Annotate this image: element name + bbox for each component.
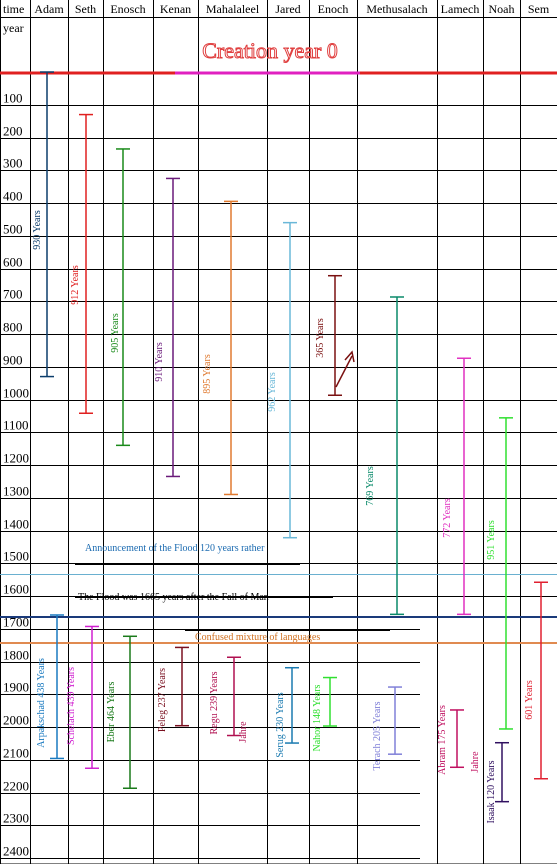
column-header-adam: Adam: [34, 2, 64, 16]
year-axis: 100 200 300 400 500 600 700 800 900 1000 1100 1200 1…: [3, 91, 29, 859]
lifespan-label-schelach: Schelach 439 Years: [66, 667, 77, 745]
enoch-arrow-head: [344, 350, 355, 363]
year-label: 600: [3, 255, 23, 270]
year-label: 2000: [3, 713, 29, 728]
column-header: time year Adam Seth Enosch Kenan Mahalaleel Jar…: [3, 2, 550, 35]
lifespan-label-noah: 951 Years: [486, 520, 497, 560]
lifespan-label-jared: 962 Years: [267, 372, 278, 412]
flood-announcement-label: Announcement of the Flood 120 years rath…: [85, 543, 265, 554]
year-label: 1400: [3, 517, 29, 532]
year-label: 1700: [3, 615, 29, 630]
time-header: time: [3, 2, 24, 16]
lifespan-label-mahalaleel: 895 Years: [202, 354, 213, 394]
languages-label: Confused mixture of languages: [195, 632, 320, 643]
lifespan-label-regu: Regu 239 Years: [209, 671, 220, 734]
year-label: 300: [3, 156, 23, 171]
lifespan-label-eber: Eber 464 Years: [106, 681, 117, 742]
event-lines: Creation year 0 Announcement of the Flood…: [0, 38, 557, 644]
year-label: 400: [3, 189, 23, 204]
year-label: 700: [3, 287, 23, 302]
column-header-enoch: Enoch: [318, 2, 349, 16]
year-label: 800: [3, 320, 23, 335]
lifespan-label-isaak: Isaak 120 Years: [486, 760, 497, 823]
lifespan-label-serug: Serug 230 Years: [275, 692, 286, 757]
flood-label: The Flood was 1665 years after the Fall …: [78, 592, 269, 603]
year-label: 2300: [3, 811, 29, 826]
lifespan-label-abram: Abram 175 Years: [437, 705, 448, 775]
lifespan-label-nahor: Nahor 148 Years: [312, 684, 323, 751]
year-label: 1200: [3, 451, 29, 466]
column-header-mahalaleel: Mahalaleel: [206, 2, 260, 16]
lifespan-label-terach: Terach 205 Years: [372, 701, 383, 770]
column-header-lamech: Lamech: [441, 2, 480, 16]
column-header-sem: Sem: [528, 2, 550, 16]
column-header-methusalach: Methusalach: [366, 2, 427, 16]
column-header-enosch: Enosch: [110, 2, 145, 16]
year-label: 1800: [3, 648, 29, 663]
lifespan-label-kenan: 910 Years: [154, 342, 165, 382]
lifespan-label-seth: 912 Years: [70, 265, 81, 305]
lifespan-label-peleg: Peleg 237 Years: [157, 668, 168, 732]
year-header: year: [3, 21, 24, 35]
jahre-label-abram: Jahre: [470, 751, 481, 773]
year-label: 1100: [3, 418, 29, 433]
column-header-noah: Noah: [489, 2, 515, 16]
year-label: 100: [3, 91, 23, 106]
enoch-arrow: [335, 355, 353, 388]
lifespan-bars: [40, 71, 548, 803]
lifespan-labels: 930 Years 912 Years 905 Years 910 Years 895 …: [32, 210, 535, 823]
lifespan-label-lamech: 772 Years: [442, 498, 453, 538]
column-header-jared: Jared: [275, 2, 300, 16]
year-label: 2200: [3, 779, 29, 794]
jahre-label-regu: Jahre: [238, 721, 249, 743]
lifespan-label-arpakschad: Arpakschad 438 Years: [36, 658, 47, 748]
year-label: 200: [3, 124, 23, 139]
lifespan-label-enoch: 365 Years: [315, 318, 326, 358]
year-label: 2400: [3, 844, 29, 859]
year-label: 1000: [3, 386, 29, 401]
year-label: 2100: [3, 746, 29, 761]
year-label: 1600: [3, 582, 29, 597]
year-label: 500: [3, 222, 23, 237]
year-label: 1900: [3, 680, 29, 695]
lifespan-label-enosch: 905 Years: [110, 313, 121, 353]
year-label: 1500: [3, 549, 29, 564]
creation-label: Creation year 0: [202, 38, 338, 63]
column-header-kenan: Kenan: [160, 2, 191, 16]
lifespan-label-adam: 930 Years: [32, 210, 43, 250]
column-header-seth: Seth: [75, 2, 96, 16]
year-label: 1300: [3, 484, 29, 499]
lifespan-label-methusalach: 769 Years: [365, 466, 376, 506]
year-label: 900: [3, 353, 23, 368]
lifespan-label-sem: 601 Years: [524, 680, 535, 720]
